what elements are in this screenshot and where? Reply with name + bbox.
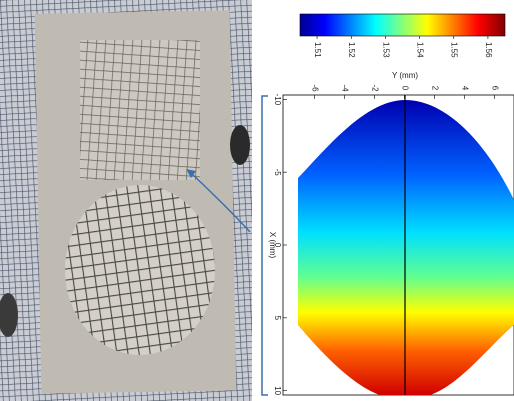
x-tick-label: 2 — [430, 86, 439, 91]
x-tick-label: -4 — [340, 84, 349, 92]
colorbar-tick-label: 1.54 — [415, 42, 424, 58]
bracket — [262, 96, 268, 395]
x-tick-label: -2 — [370, 84, 379, 92]
colorbar-tick-label: 1.56 — [484, 42, 493, 58]
y-tick-label: 0 — [273, 243, 282, 248]
colorbar-tick-label: 1.55 — [450, 42, 459, 58]
x-tick-label: 0 — [400, 86, 409, 91]
colorbar-tick-label: 1.52 — [347, 42, 356, 58]
x-tick-label: 4 — [460, 86, 469, 91]
colorbar — [300, 14, 505, 36]
x-tick-label: 6 — [490, 86, 499, 91]
x-axis-label: Y (mm) — [392, 71, 418, 80]
colorbar-tick-label: 1.51 — [313, 42, 322, 58]
y-tick-label: 10 — [273, 386, 282, 395]
figure: Y (mm) X (mm) 1.511.521.531.541.551.56-6… — [0, 0, 514, 401]
x-tick-label: -6 — [310, 84, 319, 92]
sample-photo — [0, 0, 252, 401]
colorbar-tick-label: 1.53 — [381, 42, 390, 58]
y-tick-label: -5 — [273, 169, 282, 177]
y-tick-label: 5 — [273, 316, 282, 321]
y-tick-label: -10 — [273, 94, 282, 106]
